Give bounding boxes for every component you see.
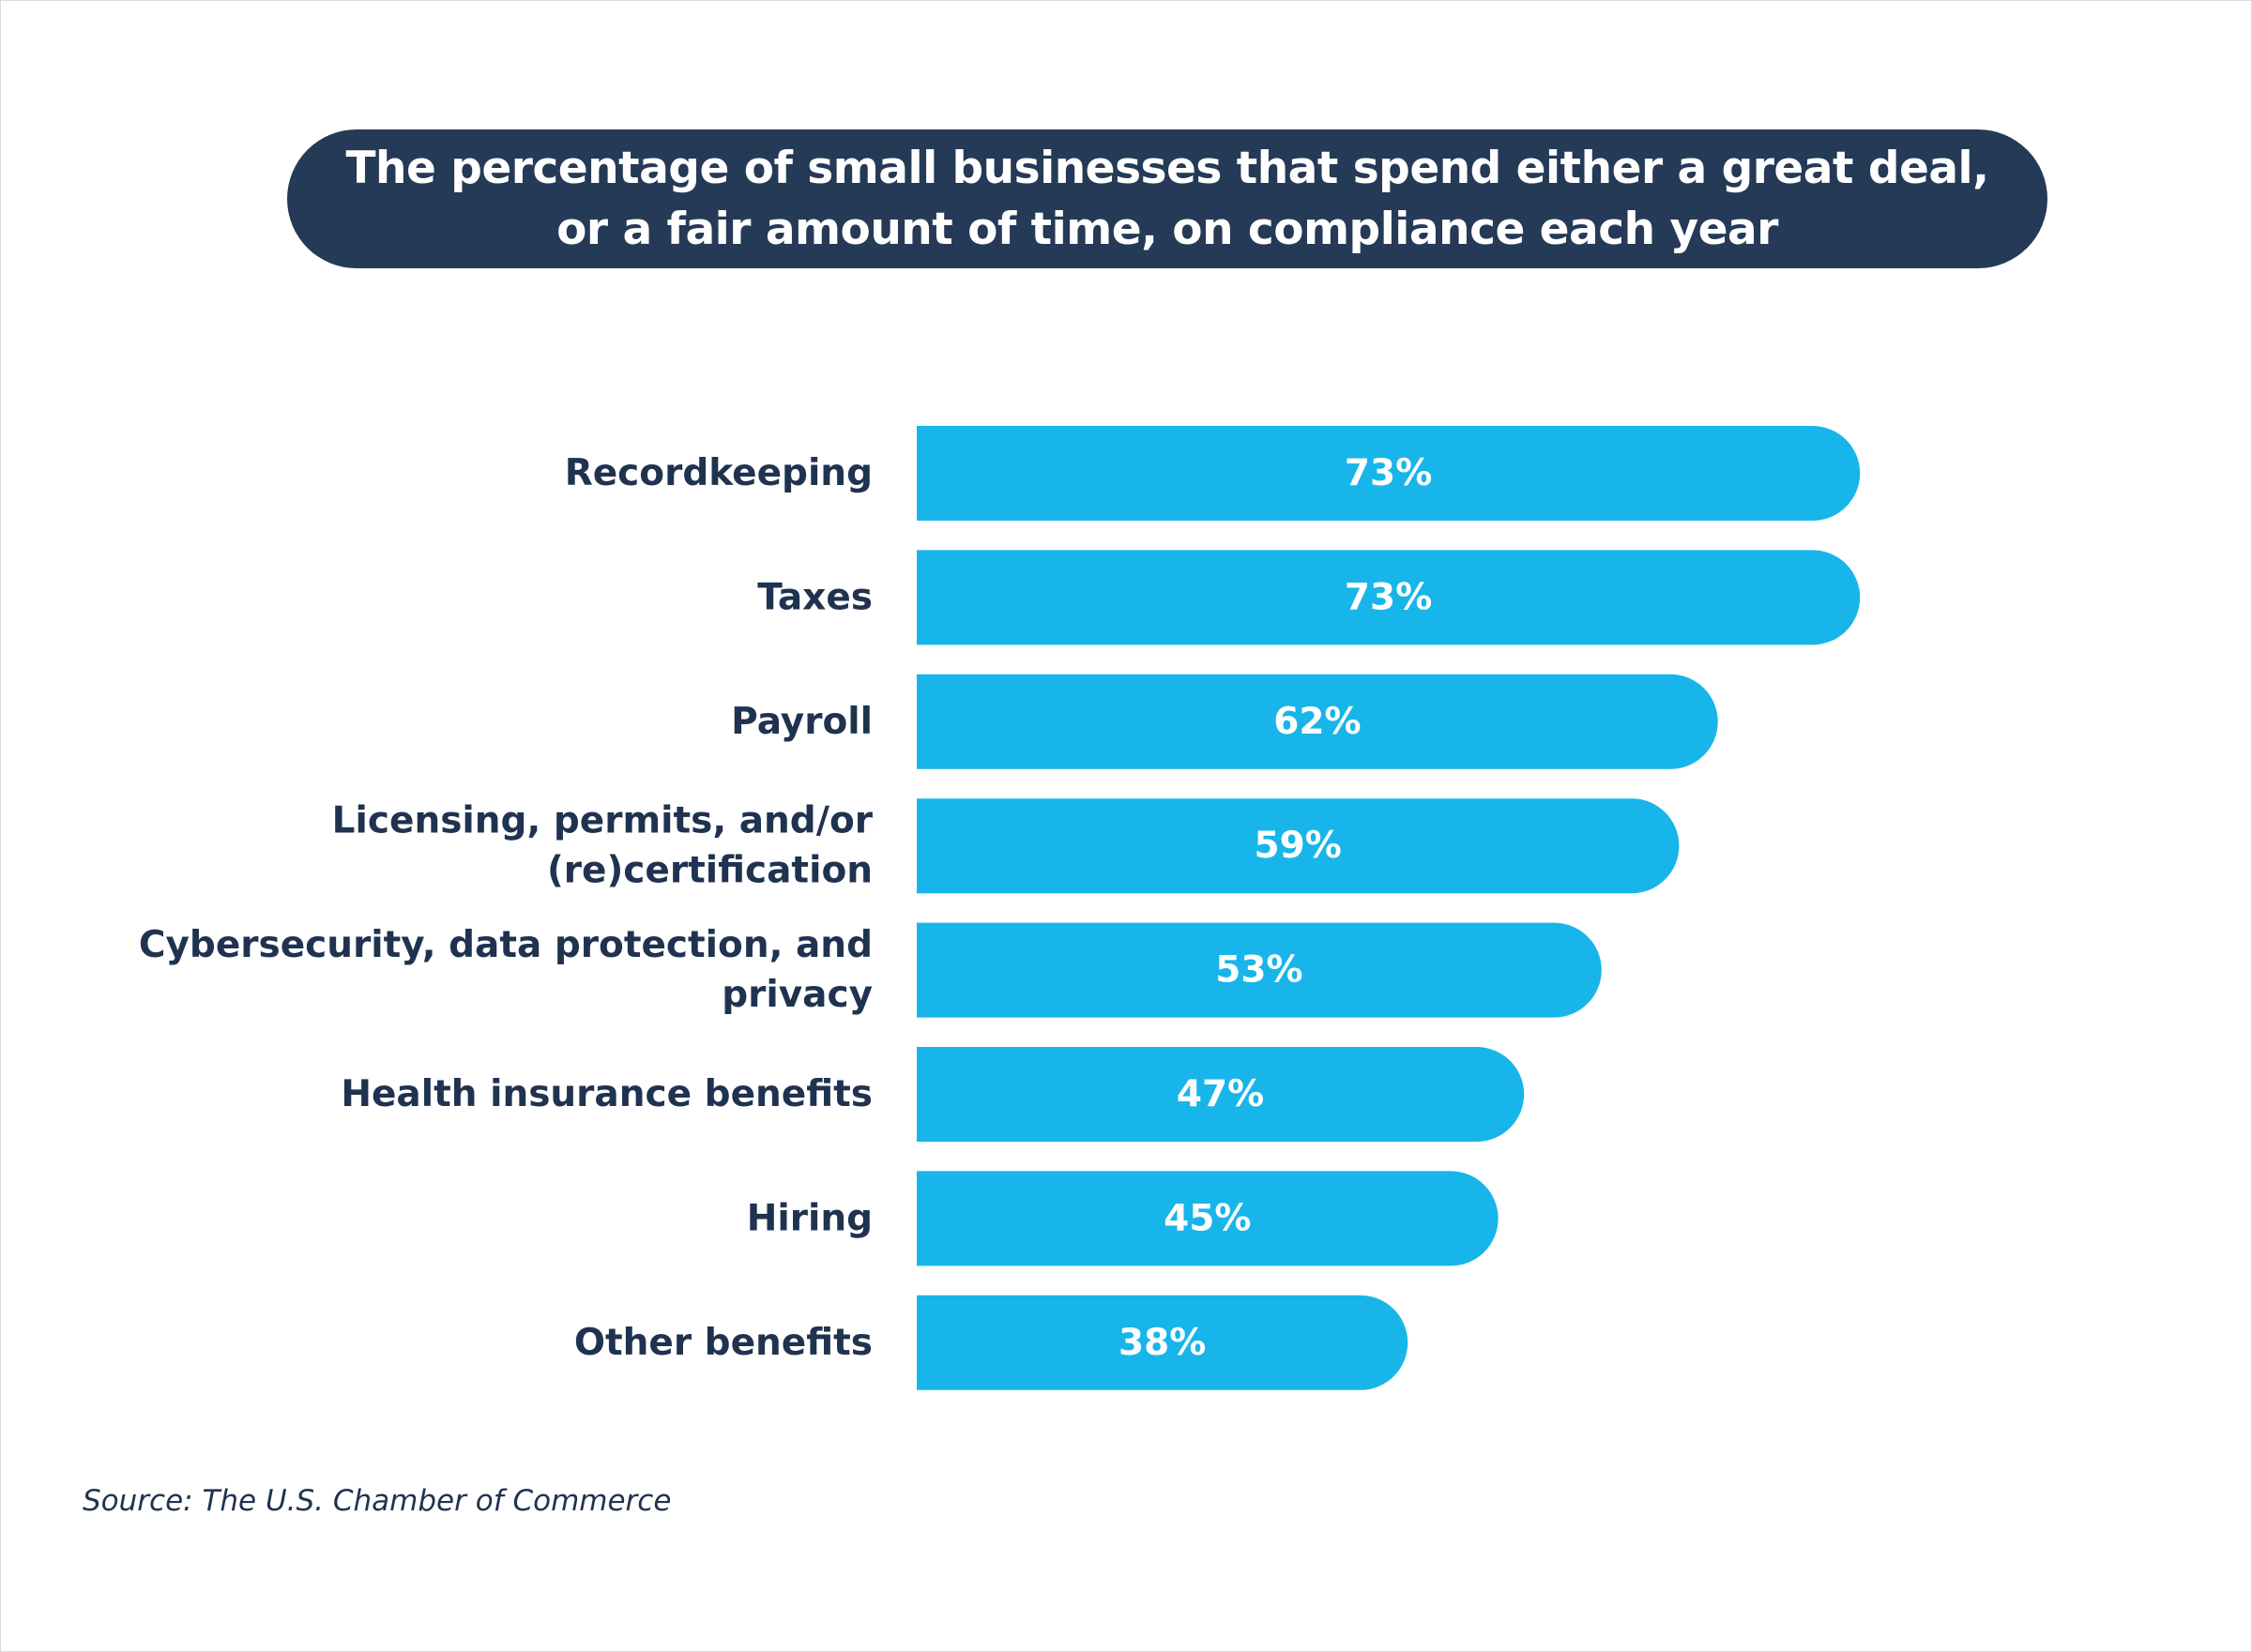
bar-2: [917, 550, 1861, 645]
value-label-6: 47%: [1177, 1073, 1264, 1115]
bar-1: [917, 426, 1861, 521]
chart-title-banner: The percentage of small businesses that …: [287, 129, 2047, 268]
category-label-1: Recordkeeping: [565, 452, 873, 494]
category-label-7: Hiring: [747, 1197, 873, 1239]
bar-3: [917, 674, 1718, 769]
bar-6: [917, 1047, 1525, 1142]
bar-7: [917, 1171, 1499, 1266]
value-label-7: 45%: [1164, 1197, 1251, 1239]
chart-title: The percentage of small businesses that …: [345, 143, 1989, 255]
category-label-4: Licensing, permits, and/or (re)certificat…: [332, 800, 874, 892]
category-label-3: Payroll: [731, 701, 873, 743]
category-label-6: Health insurance benefits: [341, 1073, 873, 1115]
value-label-4: 59%: [1255, 825, 1342, 867]
value-label-5: 53%: [1215, 949, 1302, 992]
bar-8: [917, 1295, 1408, 1390]
category-label-2: Taxes: [757, 576, 873, 618]
bar-5: [917, 922, 1602, 1018]
value-label-1: 73%: [1345, 452, 1432, 494]
value-label-3: 62%: [1273, 701, 1361, 743]
category-label-8: Other benefits: [574, 1322, 873, 1364]
value-label-2: 73%: [1345, 576, 1432, 618]
source-note: Source: The U.S. Chamber of Commerce: [83, 1484, 672, 1518]
category-label-5: Cybersecurity, data protection, and priva…: [139, 924, 873, 1016]
value-label-8: 38%: [1118, 1322, 1206, 1364]
bar-4: [917, 798, 1680, 894]
